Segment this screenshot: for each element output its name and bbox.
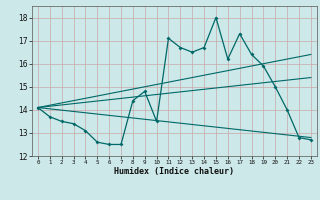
X-axis label: Humidex (Indice chaleur): Humidex (Indice chaleur) xyxy=(115,167,234,176)
